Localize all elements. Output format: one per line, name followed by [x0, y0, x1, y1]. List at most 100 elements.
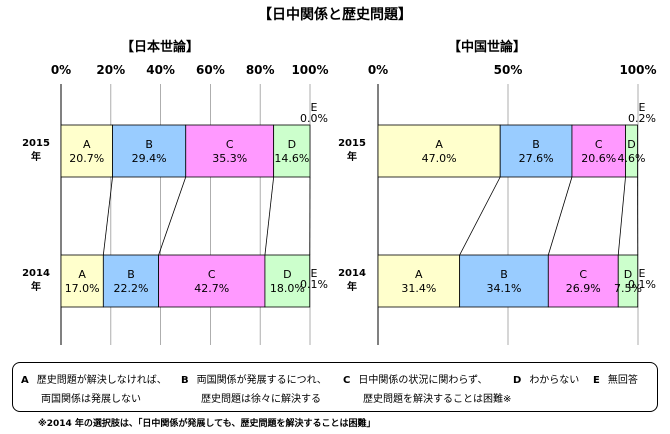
panel-1-bar-d — [273, 124, 311, 178]
panel-2-segment-name: B — [500, 268, 508, 281]
panel-1-year-suffix: 年 — [31, 150, 41, 163]
legend-text-c-1: 日中関係の状況に関わらず、 — [358, 375, 488, 386]
legend-item-e: E 無回答 — [593, 371, 638, 386]
legend-box: A 歴史問題が解決しなければ、 両国関係は発展しない B 両国関係が発展するにつれ、… — [12, 362, 658, 412]
panel-1-segment-name: A — [83, 138, 91, 151]
legend-item-d: D わからない — [513, 371, 579, 386]
panel-1-tick-label: 60% — [196, 63, 225, 77]
panel-2-title: 【中国世論】 — [448, 39, 526, 55]
panel-2-connector-line — [547, 176, 573, 256]
panel-2-segment-name: C — [579, 268, 587, 281]
panel-2-bar-b — [459, 254, 549, 308]
legend-key-a: A — [21, 375, 29, 386]
panel-2-data-label: 20.6% — [581, 152, 616, 165]
panel-1-bar-d — [264, 254, 311, 308]
panel-2-data-label: 26.9% — [566, 282, 601, 295]
panel-2-segment-name: A — [415, 268, 423, 281]
legend-text-b-2: 歴史問題は徐々に解決する — [201, 394, 321, 405]
panel-1-segment-name: D — [283, 268, 291, 281]
panel-2-data-label: 0.1% — [628, 278, 656, 291]
footnote: ※2014 年の選択肢は、「日中関係が発展しても、歴史問題を解決することは困難」 — [38, 419, 376, 429]
legend-key-c: C — [343, 375, 351, 386]
panel-1-tick-label: 40% — [146, 63, 175, 77]
panel-2-data-label: 27.6% — [519, 152, 554, 165]
panel-1-bar-c — [185, 124, 275, 178]
panel-2-tick-label: 50% — [494, 63, 523, 77]
panel-1-segment-name: A — [78, 268, 86, 281]
stacked-bar-charts: 【日本世論】0% 20% 40% 60% 80% 100%2015年A20.7%B29.4… — [22, 39, 657, 345]
panel-1-segment-name: E — [311, 101, 318, 114]
panel-2-year-suffix: 年 — [347, 280, 357, 293]
panel-2-bar-d — [617, 254, 639, 308]
panel-2-segment-name: E — [639, 101, 646, 114]
legend-text-c-2: 歴史問題を解決することは困難※ — [363, 394, 512, 405]
panel-2-bar-c — [547, 254, 619, 308]
panel-2-bar-a — [377, 124, 501, 178]
panel-2-segment-name: A — [435, 138, 443, 151]
panel-1-segment-name: C — [226, 138, 234, 151]
panel-2-data-label: 47.0% — [422, 152, 457, 165]
panel-2-segment-name: D — [627, 138, 635, 151]
panel-1-tick-label: 100% — [291, 63, 328, 77]
panel-2-year-label: 2014 — [338, 268, 366, 279]
panel-1-tick-label: 80% — [246, 63, 275, 77]
panel-1-data-label: 0.0% — [300, 112, 328, 125]
panel-2-year-label: 2015 — [338, 138, 366, 149]
panel-1-connector-line — [158, 176, 187, 256]
legend-text-a-1: 歴史問題が解決しなければ、 — [36, 375, 167, 386]
panel-2-data-label: 7.5% — [614, 282, 642, 295]
panel-1-year-label: 2015 — [22, 138, 50, 149]
legend-item-c: C 日中関係の状況に関わらず、 歴史問題を解決することは困難※ — [343, 371, 511, 405]
panel-1-data-label: 18.0% — [270, 282, 305, 295]
panel-1-data-label: 14.6% — [274, 152, 309, 165]
legend-text-b-1: 両国関係が発展するにつれ、 — [196, 375, 327, 386]
panel-1-data-label: 0.1% — [300, 278, 328, 291]
legend-item-a: A 歴史問題が解決しなければ、 両国関係は発展しない — [21, 371, 167, 405]
panel-1-data-label: 42.7% — [194, 282, 229, 295]
panel-2-tick-label: 100% — [619, 63, 656, 77]
panel-1-connector-line — [102, 176, 113, 256]
panel-2-segment-name: B — [532, 138, 540, 151]
panel-1-connector-line — [264, 176, 275, 256]
panel-2-data-label: 31.4% — [401, 282, 436, 295]
panel-1-segment-name: B — [127, 268, 135, 281]
panel-1-data-label: 22.2% — [113, 282, 148, 295]
panel-1-bar-c — [158, 254, 266, 308]
panel-2-year-suffix: 年 — [347, 150, 357, 163]
panel-2-connector-line — [617, 176, 626, 256]
panel-1-data-label: 20.7% — [69, 152, 104, 165]
panel-1-tick-label: 20% — [96, 63, 125, 77]
panel-1-data-label: 17.0% — [65, 282, 100, 295]
panel-2-data-label: 34.1% — [486, 282, 521, 295]
panel-1-data-label: 35.3% — [212, 152, 247, 165]
panel-2-segment-name: C — [595, 138, 603, 151]
panel-2-data-label: 0.2% — [628, 112, 656, 125]
panel-1-data-label: 29.4% — [132, 152, 167, 165]
panel-2-segment-name: D — [624, 268, 632, 281]
panel-1-year-suffix: 年 — [31, 280, 41, 293]
legend-text-e-1: 無回答 — [607, 375, 638, 386]
panel-1-title: 【日本世論】 — [121, 39, 199, 55]
panel-2-data-label: 4.6% — [618, 152, 646, 165]
legend-key-e: E — [593, 375, 600, 386]
panel-2-segment-name: E — [639, 267, 646, 280]
legend-key-b: B — [181, 375, 189, 386]
panel-2-tick-label: 0% — [368, 63, 388, 77]
panel-2-bar-d — [625, 124, 638, 178]
panel-2-bar-c — [571, 124, 626, 178]
panel-2-bar-b — [499, 124, 573, 178]
panel-1-segment-name: C — [208, 268, 216, 281]
panel-1-segment-name: B — [145, 138, 153, 151]
page-title: 【日中関係と歴史問題】 — [258, 7, 412, 23]
panel-2-bar-a — [377, 254, 461, 308]
legend-text-d-1: わからない — [529, 375, 580, 386]
panel-1-year-label: 2014 — [22, 268, 50, 279]
panel-1-segment-name: E — [311, 267, 318, 280]
panel-1-tick-label: 0% — [51, 63, 71, 77]
legend-key-d: D — [513, 375, 522, 386]
legend-item-b: B 両国関係が発展するにつれ、 歴史問題は徐々に解決する — [181, 371, 327, 405]
panel-1-bar-a — [60, 124, 113, 178]
panel-1-bar-b — [112, 124, 187, 178]
panel-2-connector-line — [459, 176, 501, 256]
panel-1-bar-b — [102, 254, 160, 308]
